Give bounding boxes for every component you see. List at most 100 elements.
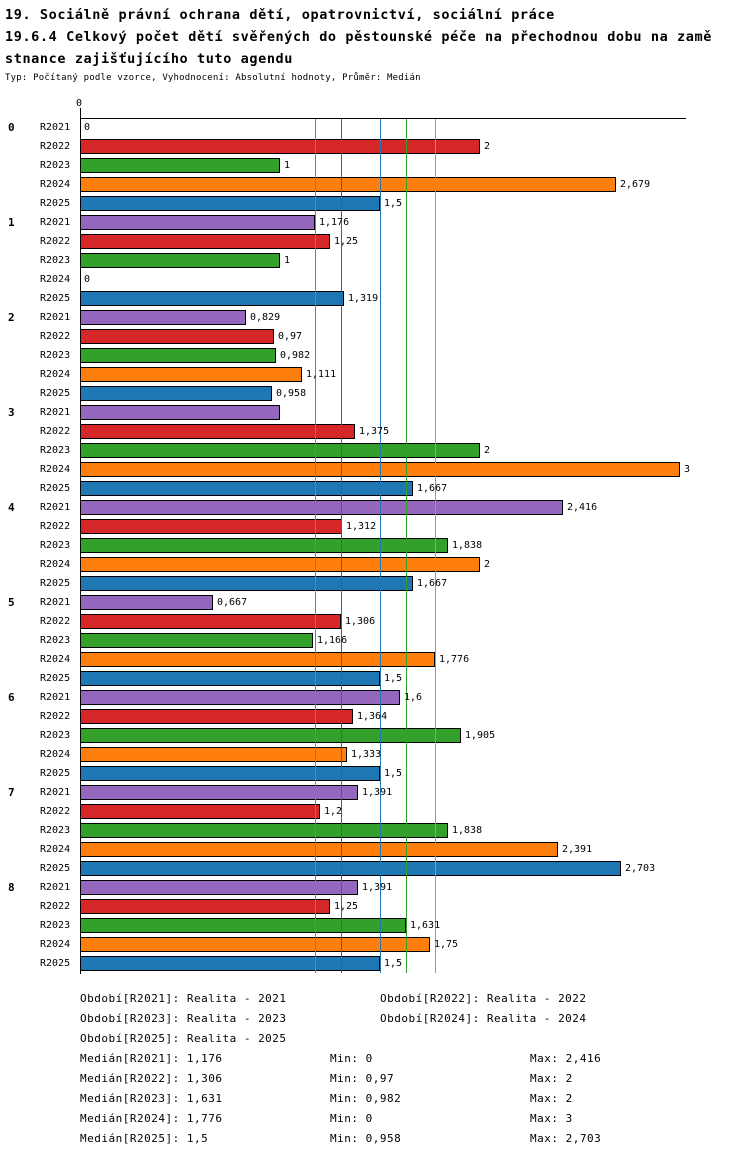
bar-r2023 [80,253,280,268]
chart-title-line3: stnance zajišťujícího tuto agendu [5,51,294,67]
bar-r2023 [80,443,480,458]
bar-value-label: 1,176 [319,217,350,228]
stat-median-r2023: Medián[R2023]: 1,631 [80,1092,223,1105]
stat-median-r2025: Medián[R2025]: 1,5 [80,1132,209,1145]
series-label-r2024: R2024 [40,464,71,475]
bar-r2025 [80,576,413,591]
bar-r2021 [80,785,358,800]
stat-min-r2024: Min: 0 [330,1112,373,1125]
bar-r2022 [80,519,342,534]
stat-max-r2022: Max: 2 [530,1072,573,1085]
bar-value-label: 1,6 [404,692,423,703]
bar-value-label: 1,5 [384,958,403,969]
series-label-r2025: R2025 [40,293,71,304]
series-label-r2024: R2024 [40,274,71,285]
series-label-r2025: R2025 [40,673,71,684]
stat-min-r2022: Min: 0,97 [330,1072,395,1085]
bar-value-label: 1,333 [351,749,382,760]
series-label-r2021: R2021 [40,407,71,418]
group-label-6: 6 [8,691,15,704]
bar-value-label: 1,375 [359,426,390,437]
bar-value-label: 1,25 [334,236,359,247]
series-label-r2023: R2023 [40,540,71,551]
stat-median-r2022: Medián[R2022]: 1,306 [80,1072,223,1085]
bar-value-label: 1,631 [410,920,441,931]
bar-value-label: 0,667 [217,597,248,608]
group-label-4: 4 [8,501,15,514]
bar-value-label: 2,679 [620,179,651,190]
bar-r2021 [80,310,246,325]
group-label-2: 2 [8,311,15,324]
x-axis-line [80,118,686,119]
stat-max-r2021: Max: 2,416 [530,1052,602,1065]
group-label-5: 5 [8,596,15,609]
bar-value-label: 1,838 [452,540,483,551]
series-label-r2023: R2023 [40,825,71,836]
bar-r2025 [80,766,380,781]
median-line-r2024 [435,119,436,973]
series-label-r2024: R2024 [40,749,71,760]
series-label-r2023: R2023 [40,160,71,171]
series-label-r2025: R2025 [40,483,71,494]
series-label-r2022: R2022 [40,331,71,342]
bar-value-label: 1,319 [348,293,379,304]
series-label-r2021: R2021 [40,597,71,608]
x-axis-tick-mark [80,108,81,118]
bar-r2024 [80,177,616,192]
bar-value-label: 1,5 [384,673,403,684]
bar-r2022 [80,139,480,154]
bar-r2022 [80,234,330,249]
x-axis-tick-label-zero: 0 [76,98,83,109]
stat-min-r2025: Min: 0,958 [330,1132,402,1145]
legend-period-r2022: Období[R2022]: Realita - 2022 [380,992,587,1005]
bar-value-label: 1,312 [346,521,377,532]
bar-value-label: 2,416 [567,502,598,513]
bar-r2023 [80,348,276,363]
series-label-r2021: R2021 [40,692,71,703]
bar-r2025 [80,386,272,401]
bar-value-label: 2,703 [625,863,656,874]
group-label-3: 3 [8,406,15,419]
bar-value-label: 1,364 [357,711,388,722]
bar-r2021 [80,595,213,610]
median-line-r2022 [341,119,342,973]
bar-value-label: 0 [84,274,91,285]
series-label-r2023: R2023 [40,920,71,931]
series-label-r2021: R2021 [40,122,71,133]
bar-r2024 [80,747,347,762]
series-label-r2022: R2022 [40,616,71,627]
stat-min-r2023: Min: 0,982 [330,1092,402,1105]
bar-r2021 [80,405,280,420]
series-label-r2021: R2021 [40,502,71,513]
bar-r2021 [80,690,400,705]
legend-period-r2025: Období[R2025]: Realita - 2025 [80,1032,287,1045]
bar-r2023 [80,633,313,648]
series-label-r2024: R2024 [40,559,71,570]
bar-r2024 [80,652,435,667]
bar-value-label: 0,97 [278,331,303,342]
bar-r2022 [80,804,320,819]
series-label-r2025: R2025 [40,958,71,969]
series-label-r2022: R2022 [40,806,71,817]
series-label-r2025: R2025 [40,863,71,874]
bar-value-label: 3 [684,464,691,475]
bar-r2023 [80,158,280,173]
series-label-r2022: R2022 [40,711,71,722]
bar-r2024 [80,367,302,382]
bar-value-label: 1,905 [465,730,496,741]
bar-r2025 [80,481,413,496]
series-label-r2021: R2021 [40,312,71,323]
bar-value-label: 0 [84,122,91,133]
bar-value-label: 1,111 [306,369,337,380]
bar-value-label: 0,958 [276,388,307,399]
chart-title-line1: 19. Sociálně právní ochrana dětí, opatro… [5,7,555,23]
series-label-r2021: R2021 [40,882,71,893]
bar-value-label: 2 [484,559,491,570]
bar-r2023 [80,728,461,743]
bar-value-label: 1,838 [452,825,483,836]
series-label-r2025: R2025 [40,388,71,399]
series-label-r2023: R2023 [40,255,71,266]
stat-max-r2023: Max: 2 [530,1092,573,1105]
chart-meta-line: Typ: Počítaný podle vzorce, Vyhodnocení:… [5,73,421,83]
bar-value-label: 1,25 [334,901,359,912]
